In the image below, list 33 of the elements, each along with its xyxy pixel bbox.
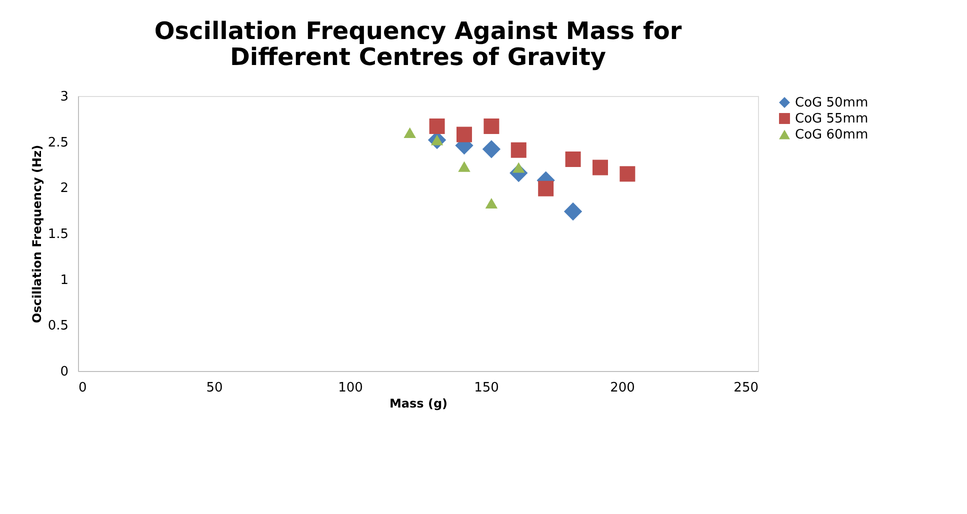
point bbox=[456, 126, 472, 142]
point bbox=[482, 140, 501, 158]
legend-label: CoG 55mm bbox=[795, 112, 868, 126]
point bbox=[564, 202, 582, 221]
x-tick-label: 50 bbox=[206, 380, 223, 396]
point bbox=[565, 152, 581, 167]
x-tick-label: 200 bbox=[610, 380, 635, 396]
y-tick-label: 1.5 bbox=[48, 227, 68, 242]
point bbox=[620, 166, 636, 182]
point bbox=[592, 160, 608, 176]
legend-label: CoG 60mm bbox=[795, 128, 868, 142]
x-tick-label: 0 bbox=[78, 380, 87, 396]
y-tick-label: 1 bbox=[60, 272, 68, 288]
y-axis-title: Oscillation Frequency (Hz) bbox=[30, 144, 44, 324]
chart-title: Oscillation Frequency Against Mass for Different Centres of Gravity bbox=[154, 17, 682, 71]
point bbox=[429, 118, 445, 134]
y-tick-label: 2 bbox=[60, 181, 68, 196]
y-tick-label: 0 bbox=[60, 364, 68, 380]
y-tick-label: 0.5 bbox=[48, 318, 68, 334]
x-tick-label: 150 bbox=[474, 380, 499, 396]
point bbox=[512, 162, 525, 173]
x-tick-label: 100 bbox=[338, 380, 363, 396]
point bbox=[485, 198, 498, 209]
point bbox=[510, 142, 526, 158]
x-tick-label: 250 bbox=[734, 380, 758, 396]
y-tick-label: 3 bbox=[60, 90, 68, 104]
point bbox=[404, 127, 416, 138]
legend-label: CoG 50mm bbox=[795, 96, 868, 110]
point bbox=[458, 161, 470, 172]
point bbox=[484, 118, 500, 134]
x-axis-title: Mass (g) bbox=[389, 396, 448, 410]
point bbox=[538, 180, 554, 196]
y-tick-label: 2.5 bbox=[48, 135, 68, 150]
